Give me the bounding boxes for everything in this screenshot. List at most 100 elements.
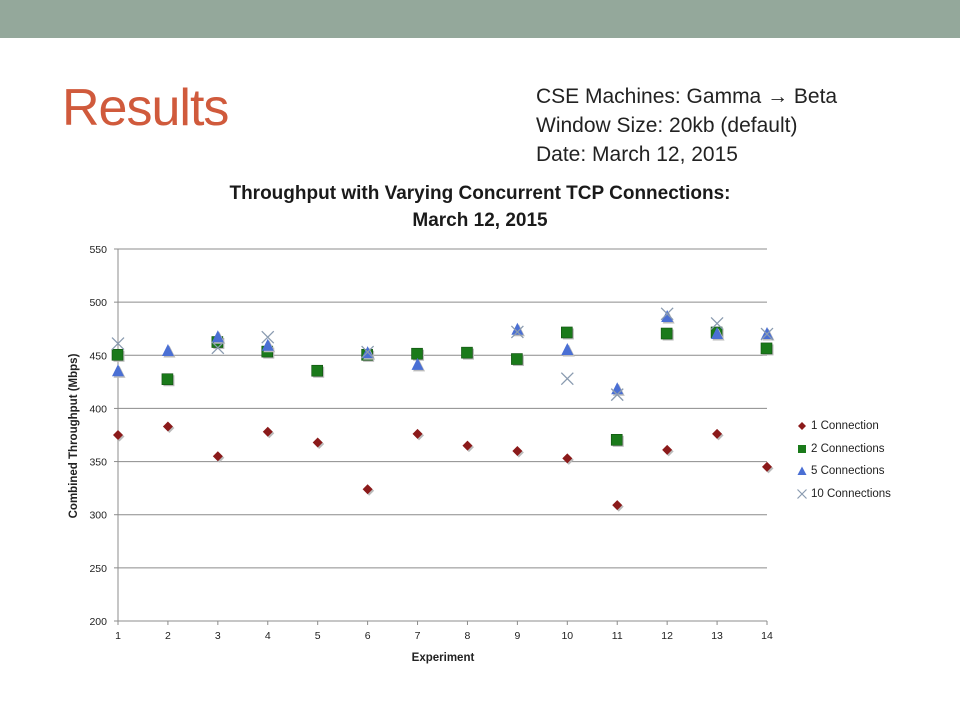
info-line-date: Date: March 12, 2015 [536,143,738,166]
point-series-3-exp-7 [411,357,424,370]
series-2 [111,326,774,447]
x-axis-label: Experiment [412,652,475,664]
point-series-4-exp-10 [560,372,574,386]
point-series-1-exp-4 [262,426,273,437]
legend-label: 5 Connections [811,465,885,478]
y-tick-label-550: 550 [89,244,107,256]
point-series-4-exp-3 [211,341,225,355]
point-series-1-exp-9 [512,445,523,456]
point-series-1-exp-12 [662,444,673,455]
chart-title-line-1: Throughput with Varying Concurrent TCP C… [229,183,731,204]
point-series-2-exp-5 [311,364,323,377]
point-series-3-exp-1 [112,364,124,377]
legend-marker-2-connections [798,444,806,453]
point-series-1-exp-2 [162,421,173,432]
x-tick-label-3: 3 [215,630,221,642]
point-series-2-exp-12 [660,327,673,340]
x-tick-label-13: 13 [711,630,723,642]
chart-title-line-2: March 12, 2015 [412,210,548,231]
grid-lines [118,248,767,569]
x-tick-label-2: 2 [165,630,171,642]
legend-marker-5-connections [797,466,807,476]
point-series-3-exp-4 [261,338,274,351]
point-series-3-exp-9 [511,322,524,335]
point-series-4-exp-6 [361,345,375,359]
point-series-4-exp-4 [261,330,275,344]
point-series-2-exp-9 [511,353,523,365]
x-marker-icon [797,488,807,499]
x-tick-label-9: 9 [514,630,520,642]
x-tick-label-7: 7 [415,630,421,642]
chart-legend: 1 Connection 2 Connections 5 Connections… [795,415,891,505]
series-1 [113,421,774,512]
point-series-2-exp-1 [111,348,124,361]
point-series-4-exp-13 [710,316,724,330]
point-series-1-exp-6 [362,484,373,495]
point-series-1-exp-3 [212,451,223,462]
top-accent-bar [0,0,960,38]
point-series-3-exp-12 [661,310,674,323]
legend-marker-1-connection [798,422,806,431]
y-tick-label-350: 350 [89,457,107,469]
point-series-3-exp-2 [161,344,174,357]
legend-item-10-connections: 10 Connections [795,483,891,506]
legend-label: 2 Connections [811,442,885,455]
x-tick-label-1: 1 [115,630,121,642]
chart-title: Throughput with Varying Concurrent TCP C… [0,180,960,234]
series-3 [112,310,775,396]
legend-item-2-connections: 2 Connections [795,438,891,461]
point-series-2-exp-10 [561,326,573,339]
legend-label: 1 Connection [811,420,879,433]
legend-item-5-connections: 5 Connections [795,460,891,483]
point-series-2-exp-8 [461,346,473,359]
axes [114,248,768,625]
y-tick-label-450: 450 [89,350,107,362]
info-line-window-size: Window Size: 20kb (default) [536,114,798,137]
triangle-marker-icon [797,466,807,476]
point-series-3-exp-11 [611,382,624,395]
legend-marker-10-connections [797,488,807,499]
diamond-marker-icon [798,422,806,431]
x-tick-label-8: 8 [465,630,471,642]
series-4 [111,307,774,402]
x-tick-label-4: 4 [265,630,271,642]
point-series-4-exp-1 [111,337,125,351]
point-series-2-exp-11 [610,434,623,446]
y-tick-label-250: 250 [89,563,107,575]
slide-title: Results [62,79,229,137]
square-marker-icon [798,444,806,453]
point-series-1-exp-11 [612,500,623,511]
y-tick-label-400: 400 [89,403,107,415]
point-series-3-exp-13 [711,327,724,340]
point-series-1-exp-5 [312,437,323,448]
x-tick-label-11: 11 [612,630,623,642]
point-series-4-exp-12 [660,307,674,321]
y-tick-label-500: 500 [89,297,107,309]
point-series-4-exp-9 [510,325,524,339]
point-series-1-exp-7 [412,428,423,439]
point-series-2-exp-7 [411,347,423,360]
point-series-3-exp-3 [211,330,224,343]
x-tick-label-14: 14 [761,630,773,642]
x-tick-label-10: 10 [561,630,573,642]
point-series-4-exp-14 [760,327,774,341]
point-series-1-exp-1 [113,430,123,440]
data-points [111,307,775,512]
x-tick-label-5: 5 [315,630,321,642]
x-tick-label-6: 6 [365,630,371,642]
point-series-1-exp-13 [712,428,723,439]
point-series-1-exp-10 [562,453,573,464]
experiment-info: CSE Machines: Gamma → Beta Window Size: … [536,82,837,169]
point-series-1-exp-14 [762,461,772,472]
y-tick-label-200: 200 [89,616,107,628]
info-line-machines: CSE Machines: Gamma → Beta [536,85,838,108]
legend-item-1-connection: 1 Connection [795,415,891,438]
point-series-4-exp-11 [610,388,624,402]
y-tick-label-300: 300 [89,510,107,522]
point-series-2-exp-14 [760,342,773,355]
point-series-1-exp-8 [462,440,473,451]
y-axis-label: Combined Throughput (Mbps) [68,353,80,518]
point-series-3-exp-14 [761,327,773,340]
